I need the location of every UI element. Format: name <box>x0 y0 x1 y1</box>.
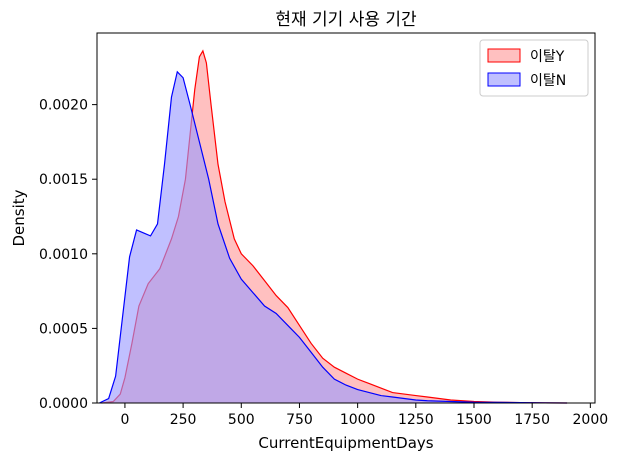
legend-label: 이탈N <box>530 73 566 89</box>
x-tick-label: 0 <box>120 412 129 428</box>
y-tick-label: 0.0000 <box>39 396 88 412</box>
y-tick-label: 0.0010 <box>39 247 88 263</box>
x-tick-label: 1250 <box>398 412 434 428</box>
x-axis-label: CurrentEquipmentDays <box>258 434 433 452</box>
x-tick-label: 1500 <box>456 412 492 428</box>
y-tick-label: 0.0005 <box>39 321 88 337</box>
y-tick-label: 0.0020 <box>39 98 88 114</box>
x-tick-label: 1000 <box>340 412 376 428</box>
legend-swatch <box>487 72 521 87</box>
x-axis: 0 250 500 750 1000 1250 1500 1750 2000 <box>120 403 608 428</box>
legend-swatch <box>487 48 521 63</box>
x-tick-label: 1750 <box>514 412 550 428</box>
legend: 이탈Y 이탈N <box>479 39 589 97</box>
y-tick-label: 0.0015 <box>39 172 88 188</box>
x-tick-label: 250 <box>170 412 197 428</box>
y-axis: 0.0000 0.0005 0.0010 0.0015 0.0020 <box>39 98 97 412</box>
x-tick-label: 2000 <box>573 412 609 428</box>
x-tick-label: 750 <box>286 412 313 428</box>
plot-area <box>99 49 568 404</box>
series-1-line <box>99 70 568 404</box>
x-tick-label: 500 <box>228 412 255 428</box>
chart-title: 현재 기기 사용 기간 <box>275 10 417 30</box>
series-1-area <box>99 71 568 403</box>
y-axis-label: Density <box>10 189 28 246</box>
legend-label: 이탈Y <box>530 49 565 65</box>
axes-frame <box>96 32 596 404</box>
